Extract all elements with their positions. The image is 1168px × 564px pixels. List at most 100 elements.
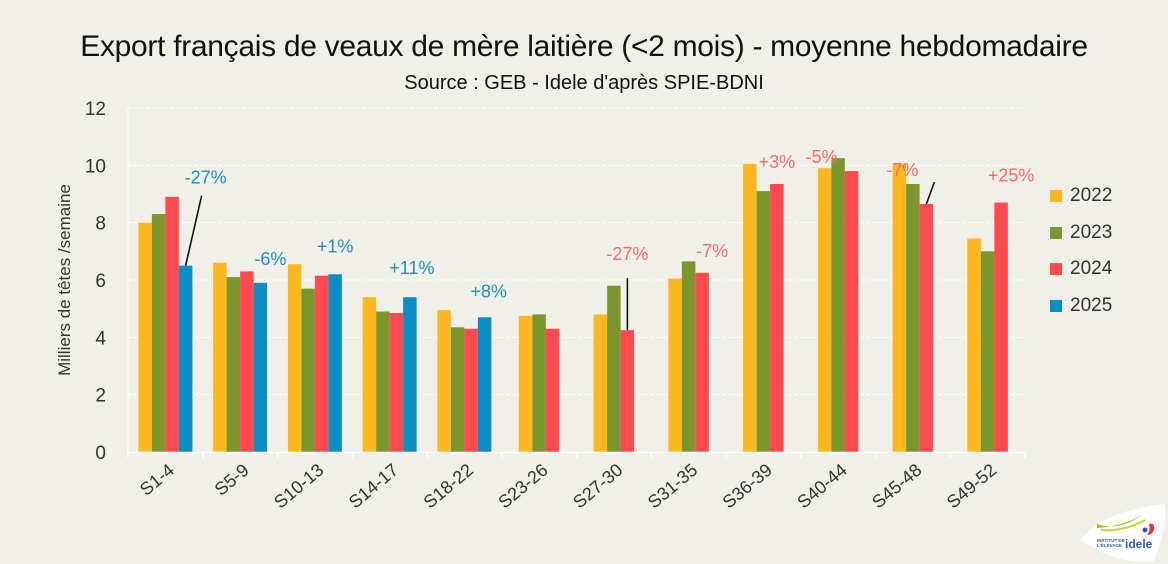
bar-2024-S45-48 (919, 204, 934, 452)
bar-2024-S5-9 (240, 271, 254, 452)
bar-2024-S49-52 (994, 202, 1008, 452)
idele-logo: INSTITUT DE L'ÉLEVAGE idele (1080, 504, 1166, 563)
bar-2024-S31-35 (695, 272, 709, 452)
legend-item-2022: 2022 (1050, 178, 1112, 215)
legend-label: 2024 (1070, 258, 1113, 280)
y-tick-label: 2 (95, 386, 106, 407)
bar-2023-S1-4 (151, 214, 166, 452)
legend-item-2024: 2024 (1050, 251, 1112, 288)
bar-2025-S5-9 (253, 282, 268, 452)
y-tick-label: 0 (95, 443, 106, 464)
annotation-label: +25% (988, 166, 1035, 186)
bar-2024-S40-44 (844, 171, 859, 453)
y-tick-label: 10 (85, 156, 106, 177)
y-tick-label: 12 (85, 99, 106, 120)
chart-title: Export français de veaux de mère laitièr… (80, 30, 1088, 63)
bar-2022-S36-39 (743, 163, 757, 452)
annotation-label: +3% (759, 152, 796, 172)
legend-item-2023: 2023 (1050, 215, 1112, 252)
legend-label: 2023 (1070, 221, 1113, 243)
bar-2025-S10-13 (328, 274, 342, 452)
bar-2022-S45-48 (892, 163, 907, 452)
legend: 2022 2023 2024 2025 (1050, 178, 1112, 324)
bar-2023-S27-30 (607, 285, 621, 452)
annotation-label: +1% (317, 236, 354, 256)
bar-2025-S1-4 (178, 265, 193, 452)
legend-swatch (1050, 226, 1062, 239)
annotation-label: -27% (185, 168, 227, 188)
bar-2022-S18-22 (437, 310, 451, 452)
bar-2025-S18-22 (477, 317, 492, 452)
annotation-leader-line (925, 181, 936, 205)
annotation-label: -7% (696, 241, 728, 261)
x-tick-label: S5-9 (211, 460, 253, 500)
bar-2024-S14-17 (389, 312, 404, 452)
annotation-label: -5% (806, 147, 838, 167)
bar-2025-S14-17 (403, 297, 417, 452)
bar-2024-S18-22 (464, 328, 478, 452)
legend-swatch (1050, 299, 1062, 312)
bar-2023-S36-39 (756, 191, 771, 452)
annotation-label: -27% (606, 244, 648, 264)
bar-2023-S45-48 (906, 183, 920, 452)
bars (138, 158, 1008, 453)
bar-2023-S49-52 (980, 251, 995, 452)
bar-2024-S1-4 (165, 196, 179, 452)
bar-2023-S5-9 (226, 277, 241, 452)
bar-2022-S40-44 (817, 168, 832, 452)
x-tick-label: S27-30 (569, 460, 626, 513)
x-tick-label: S49-52 (943, 460, 1000, 513)
x-tick-label: S14-17 (345, 460, 402, 513)
bar-2024-S23-26 (545, 328, 560, 452)
bar-2022-S5-9 (213, 262, 227, 452)
y-tick-label: 8 (95, 214, 106, 235)
x-tick-label: S40-44 (793, 460, 850, 513)
bar-2022-S49-52 (967, 238, 981, 452)
annotations: -27% -6% +1% +11% +8% -27% -7% +3% -5% -7% +25% (184, 147, 1035, 331)
x-tick-label: S18-22 (420, 460, 477, 513)
bar-2023-S18-22 (450, 327, 465, 452)
x-tick-label: S45-48 (868, 460, 925, 513)
x-axis-ticks: S1-4 S5-9 S10-13 S14-17 S18-22 S23-26 S27-30 S3… (136, 460, 1000, 513)
y-axis-label: Milliers de têtes /semaine (55, 184, 74, 376)
annotation-label: -6% (254, 249, 286, 269)
logo-text-line1: INSTITUT DE (1097, 538, 1125, 543)
annotation-leader-line (184, 195, 203, 266)
chart-subtitle: Source : GEB - Idele d'après SPIE-BDNI (404, 72, 764, 94)
bar-2022-S31-35 (668, 278, 682, 452)
legend-swatch (1050, 190, 1062, 203)
bar-2022-S27-30 (593, 314, 608, 452)
logo-brand: idele (1125, 537, 1153, 551)
x-tick-label: S10-13 (270, 460, 327, 513)
bar-2023-S40-44 (831, 158, 845, 452)
bar-2024-S10-13 (314, 275, 329, 452)
gridlines (127, 107, 1025, 452)
legend-label: 2022 (1070, 185, 1113, 207)
annotation-label: -7% (886, 160, 918, 180)
bar-2022-S14-17 (362, 297, 377, 452)
bar-2023-S31-35 (681, 261, 696, 452)
bar-2024-S27-30 (620, 330, 635, 452)
x-tick-label: S36-39 (719, 460, 776, 513)
y-tick-label: 6 (95, 271, 106, 292)
bar-2024-S36-39 (770, 183, 784, 452)
logo-text-line2: L'ÉLEVAGE (1097, 541, 1122, 548)
x-tick-label: S23-26 (494, 460, 551, 513)
legend-label: 2025 (1070, 294, 1113, 316)
annotation-label: +11% (389, 258, 434, 278)
annotation-label: +8% (470, 281, 507, 301)
y-tick-label: 4 (95, 328, 106, 349)
bar-2023-S23-26 (532, 314, 546, 452)
bar-2022-S1-4 (138, 222, 152, 452)
y-axis-ticks: 0 2 4 6 8 10 12 (85, 99, 107, 464)
legend-swatch (1050, 263, 1062, 276)
x-tick-label: S1-4 (136, 460, 178, 500)
bar-2023-S10-13 (301, 288, 315, 452)
bar-2023-S14-17 (376, 311, 390, 452)
x-axis (127, 451, 1026, 458)
x-tick-label: S31-35 (644, 460, 701, 513)
bar-2022-S23-26 (518, 315, 533, 452)
bar-2022-S10-13 (287, 264, 302, 452)
legend-item-2025: 2025 (1050, 288, 1112, 325)
